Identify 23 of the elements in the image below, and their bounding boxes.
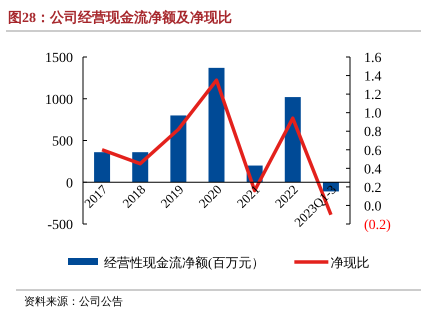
y-tick-label: 1500 xyxy=(45,51,73,66)
y2-tick-label: 1.6 xyxy=(364,51,382,66)
bar xyxy=(94,152,110,182)
y-tick-label: 1000 xyxy=(45,92,73,108)
text: 资料来源：公司公告 xyxy=(24,295,123,308)
y-tick-label: 0 xyxy=(66,176,73,192)
y2-tick-label: 1.0 xyxy=(364,106,382,122)
bar xyxy=(208,68,224,182)
bar xyxy=(284,97,301,182)
y2-tick-label: 1.2 xyxy=(364,88,382,104)
y-tick-label: 500 xyxy=(52,134,73,150)
y2-tick-label: (0.2) xyxy=(364,218,392,233)
legend-label: 经营性现金流净额(百万元） xyxy=(104,255,264,270)
y-tick-label: -500 xyxy=(47,218,73,233)
y2-tick-label: 0.0 xyxy=(364,199,382,214)
y2-tick-label: 0.4 xyxy=(364,162,382,178)
y2-tick-label: 0.6 xyxy=(364,144,382,159)
bar xyxy=(170,115,186,182)
legend-label: 净现比 xyxy=(330,255,370,270)
y2-tick-label: 0.8 xyxy=(364,125,382,140)
title: 图28：公司经营现金流净额及净现比 xyxy=(8,11,232,26)
y2-tick-label: 1.4 xyxy=(364,70,382,85)
y2-tick-label: 0.2 xyxy=(364,180,382,196)
